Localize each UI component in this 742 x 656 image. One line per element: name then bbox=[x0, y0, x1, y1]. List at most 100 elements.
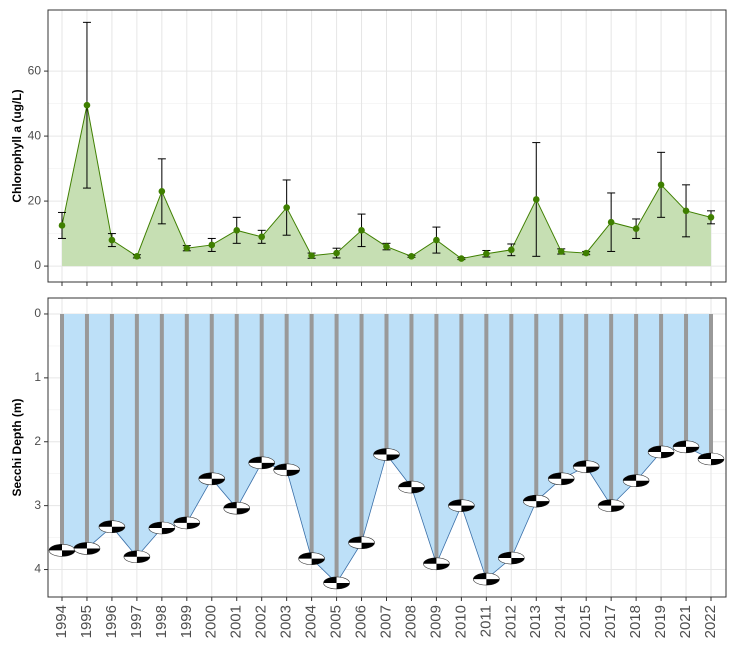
point bbox=[582, 249, 590, 257]
point bbox=[183, 244, 191, 252]
disk-quadrant bbox=[373, 448, 387, 455]
disk-quadrant bbox=[386, 454, 400, 461]
disk-quadrant bbox=[398, 481, 412, 488]
y-axis-label: Secchi Depth (m) bbox=[10, 398, 24, 496]
disk-quadrant bbox=[111, 526, 125, 533]
x-tick-label: 2006 bbox=[353, 605, 370, 638]
disk-quadrant bbox=[286, 469, 300, 476]
secchi-disk bbox=[473, 572, 500, 586]
x-tick-label: 2003 bbox=[278, 605, 295, 638]
point bbox=[508, 246, 515, 254]
disk-quadrant bbox=[361, 542, 375, 549]
point bbox=[333, 249, 340, 257]
disk-quadrant bbox=[211, 478, 225, 485]
secchi-disk bbox=[597, 499, 625, 512]
x-tick-label: 2015 bbox=[577, 605, 594, 638]
x-tick-label: 2001 bbox=[228, 605, 245, 638]
disk-quadrant bbox=[336, 582, 350, 589]
disk-quadrant bbox=[86, 548, 100, 555]
secchi-disk bbox=[448, 499, 475, 512]
x-tick-label: 2019 bbox=[652, 605, 669, 638]
disk-quadrant bbox=[273, 463, 287, 470]
point bbox=[358, 227, 365, 234]
x-tick-label: 2017 bbox=[602, 605, 619, 638]
y-tick-label: 60 bbox=[28, 63, 42, 77]
x-tick-label: 2022 bbox=[702, 605, 719, 638]
disk-quadrant bbox=[636, 480, 650, 487]
point bbox=[58, 222, 66, 229]
x-tick-label: 2004 bbox=[303, 605, 320, 638]
point bbox=[557, 248, 565, 255]
point bbox=[133, 253, 141, 260]
secchi-disk bbox=[373, 448, 400, 461]
disk-quadrant bbox=[498, 552, 512, 559]
x-tick-label: 2010 bbox=[452, 605, 469, 638]
disk-quadrant bbox=[673, 440, 687, 447]
disk-quadrant bbox=[223, 502, 237, 509]
disk-quadrant bbox=[436, 563, 450, 570]
disk-quadrant bbox=[536, 501, 550, 508]
secchi-disk bbox=[148, 521, 176, 535]
secchi-disk bbox=[398, 480, 425, 494]
x-tick-label: 2009 bbox=[427, 605, 444, 638]
point bbox=[657, 181, 665, 189]
secchi-disk bbox=[647, 445, 675, 459]
point bbox=[158, 188, 166, 195]
disk-quadrant bbox=[186, 522, 200, 529]
point bbox=[632, 225, 640, 233]
disk-quadrant bbox=[573, 460, 587, 467]
secchi-disk bbox=[298, 552, 325, 565]
disk-quadrant bbox=[423, 557, 437, 564]
disk-quadrant bbox=[98, 520, 112, 527]
secchi-disk bbox=[98, 520, 126, 534]
secchi-disk bbox=[423, 557, 450, 571]
point bbox=[682, 207, 690, 215]
disk-quadrant bbox=[711, 459, 724, 465]
point bbox=[233, 227, 241, 234]
disk-quadrant bbox=[523, 495, 537, 502]
x-tick-label: 2013 bbox=[527, 605, 544, 638]
x-tick-label: 2000 bbox=[203, 605, 220, 638]
disk-quadrant bbox=[311, 558, 325, 565]
y-tick-label: 2 bbox=[34, 434, 41, 448]
point bbox=[532, 196, 540, 203]
x-tick-label: 1995 bbox=[78, 605, 95, 638]
y-tick-label: 1 bbox=[34, 370, 41, 384]
x-tick-label: 1997 bbox=[128, 605, 145, 638]
secchi-disk bbox=[48, 544, 76, 557]
x-tick-label: 2021 bbox=[677, 605, 694, 638]
point bbox=[458, 255, 465, 262]
secchi-disk bbox=[323, 576, 350, 590]
disk-quadrant bbox=[461, 505, 475, 512]
secchi-disk bbox=[672, 440, 700, 454]
x-tick-label: 2008 bbox=[402, 605, 419, 638]
secchi-disk bbox=[123, 550, 151, 564]
y-tick-label: 40 bbox=[28, 128, 42, 142]
disk-quadrant bbox=[62, 550, 75, 557]
disk-quadrant bbox=[448, 499, 462, 506]
secchi-disk bbox=[273, 463, 300, 477]
secchi-disk bbox=[198, 472, 226, 486]
secchi-disk bbox=[348, 536, 375, 549]
disk-quadrant bbox=[623, 474, 637, 481]
disk-quadrant bbox=[686, 446, 700, 453]
point bbox=[83, 101, 91, 109]
secchi-disk bbox=[498, 551, 525, 565]
point bbox=[108, 236, 116, 244]
x-tick-label: 1999 bbox=[178, 605, 195, 638]
disk-quadrant bbox=[198, 472, 212, 479]
disk-quadrant bbox=[348, 536, 362, 543]
disk-quadrant bbox=[698, 453, 711, 459]
disk-quadrant bbox=[548, 472, 562, 479]
point bbox=[707, 214, 715, 221]
secchi-disk bbox=[248, 456, 275, 470]
disk-quadrant bbox=[298, 552, 312, 559]
x-tick-label: 2002 bbox=[253, 605, 270, 638]
disk-quadrant bbox=[148, 522, 162, 528]
disk-quadrant bbox=[323, 576, 337, 583]
x-tick-label: 2011 bbox=[477, 605, 494, 637]
x-tick-label: 2018 bbox=[627, 605, 644, 638]
secchi-disk bbox=[547, 472, 575, 486]
x-tick-label: 2007 bbox=[377, 605, 394, 638]
secchi-disk bbox=[223, 501, 251, 515]
